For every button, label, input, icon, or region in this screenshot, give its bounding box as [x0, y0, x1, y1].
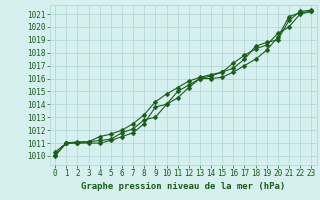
X-axis label: Graphe pression niveau de la mer (hPa): Graphe pression niveau de la mer (hPa)	[81, 182, 285, 191]
